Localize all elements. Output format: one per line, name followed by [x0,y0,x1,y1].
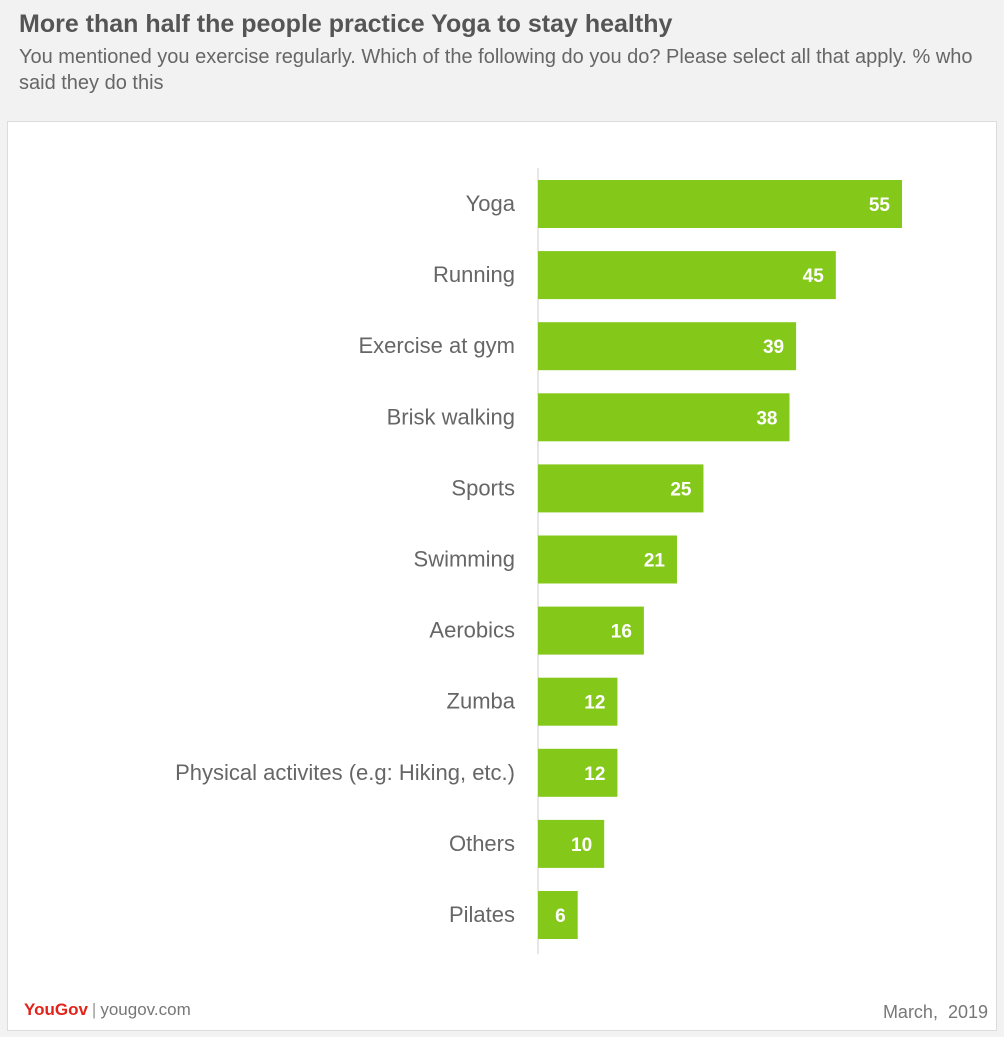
bar [538,819,605,868]
bar [538,464,704,513]
footer-site-link[interactable]: yougov.com [100,1000,191,1019]
footer-brand: YouGov | yougov.com [24,1000,191,1020]
bar [538,393,790,442]
chart-subtitle: You mentioned you exercise regularly. Wh… [19,46,973,94]
category-label: Sports [451,475,515,500]
bar-value-label: 39 [763,337,784,358]
footer-date: March, 2019 [882,1002,988,1022]
bar-value-label: 25 [670,479,692,500]
bar-value-label: 10 [571,835,592,856]
category-label: Brisk walking [387,404,515,429]
bar-value-label: 45 [803,266,825,287]
bar-value-label: 55 [869,195,891,216]
category-label: Zumba [447,689,516,714]
category-label: Aerobics [429,618,515,643]
bar [538,891,578,939]
category-label: Exercise at gym [359,333,516,358]
category-label: Yoga [466,191,516,216]
bar-value-label: 12 [584,693,605,714]
category-label: Running [433,262,515,287]
category-label: Pilates [449,902,515,927]
footer-separator: | [91,1000,97,1019]
bar [538,606,644,655]
category-label: Physical activites (e.g: Hiking, etc.) [175,760,515,785]
bar [538,748,618,797]
category-label: Others [449,831,515,856]
bar [538,535,677,584]
chart-header: More than half the people practice Yoga … [0,0,1004,121]
bar-value-label: 38 [756,408,777,429]
category-label: Swimming [414,547,515,572]
bar [538,251,836,300]
bar [538,322,797,371]
bar-value-label: 16 [611,622,632,643]
yougov-logo: YouGov [24,1000,88,1019]
chart-title: More than half the people practice Yoga … [19,10,673,38]
bar [538,677,618,726]
bar [538,180,902,228]
bar-value-label: 12 [584,764,605,785]
bar-value-label: 6 [555,906,566,927]
bar-value-label: 21 [644,551,666,572]
